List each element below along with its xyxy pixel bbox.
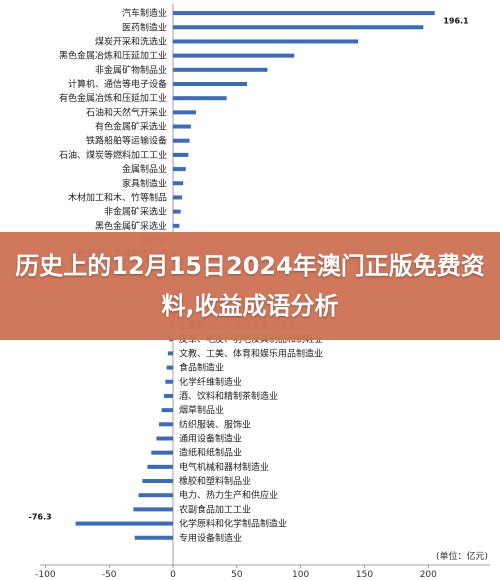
category-label: 造纸和纸制品业 xyxy=(179,447,242,459)
bar xyxy=(138,493,173,498)
bar xyxy=(147,464,173,469)
category-label: 黑色金属冶炼和压延加工业 xyxy=(59,50,167,62)
category-label: 烟草制品业 xyxy=(179,404,224,416)
bar xyxy=(158,422,173,427)
bar xyxy=(173,96,227,101)
category-label: 木材加工和木、竹等制品 xyxy=(68,191,167,203)
category-label: 家具制造业 xyxy=(122,177,167,189)
bar xyxy=(173,53,295,58)
category-label: 医药制造业 xyxy=(122,21,167,33)
category-label: 汽车制造业 xyxy=(122,7,167,19)
category-label: 纺织服装、服饰业 xyxy=(179,418,251,430)
bar xyxy=(173,67,268,72)
category-label: 石油、煤炭等燃料加工工业 xyxy=(59,149,167,161)
bar xyxy=(156,436,173,441)
bar xyxy=(173,110,196,115)
category-label: 化学纤维制造业 xyxy=(179,376,242,388)
bar xyxy=(167,351,173,356)
x-tick-label: 100 xyxy=(292,570,309,580)
category-label: 农副食品加工工业 xyxy=(179,503,251,515)
category-label: 石油和天然气开采业 xyxy=(86,106,167,118)
category-label: 黑色金属矿采选业 xyxy=(95,220,167,232)
bar xyxy=(173,11,435,16)
category-label: 橡胶和塑料制品业 xyxy=(179,475,251,487)
category-label: 通用设备制造业 xyxy=(179,432,242,444)
category-label: 金属制品业 xyxy=(122,163,167,175)
bar xyxy=(75,521,173,526)
category-label: 酒、饮料和精制茶制造业 xyxy=(179,390,278,402)
x-tick-label: 200 xyxy=(420,570,437,580)
bar xyxy=(173,223,180,228)
category-label: 铁路船舶等运输设备 xyxy=(86,135,167,147)
x-tick-label: -50 xyxy=(102,570,117,580)
bar xyxy=(173,167,186,172)
category-label: 非金属矿采选业 xyxy=(104,206,167,218)
category-label: 化学原料和化学制品制造业 xyxy=(179,518,287,530)
bar xyxy=(173,124,191,129)
category-label: 有色金属冶炼和压延加工业 xyxy=(59,92,167,104)
bar xyxy=(134,535,173,540)
bar xyxy=(133,507,173,512)
category-label: 煤炭开采和洗选业 xyxy=(95,35,167,47)
category-label: 专用设备制造业 xyxy=(179,532,242,544)
banner-title: 历史上的12月15日2024年澳门正版免费资料,收益成语分析 xyxy=(15,252,485,320)
category-label: 食品制造业 xyxy=(179,362,224,374)
bar xyxy=(173,195,182,200)
bar xyxy=(161,408,173,413)
category-label: 文教、工美、体育和娱乐用品制造业 xyxy=(179,347,323,359)
bar xyxy=(151,450,173,455)
x-tick-label: -100 xyxy=(35,570,56,580)
data-label: 196.1 xyxy=(443,16,469,25)
bar xyxy=(164,393,173,398)
bar xyxy=(173,152,189,157)
bar xyxy=(173,209,181,214)
unit-label: (单位：亿元) xyxy=(436,550,488,562)
category-label: 电力、热力生产和供应业 xyxy=(179,489,278,501)
bar xyxy=(165,379,173,384)
bar xyxy=(142,479,173,484)
bar xyxy=(173,138,190,143)
bar xyxy=(173,181,184,186)
bar xyxy=(173,25,424,30)
x-tick-label: 150 xyxy=(356,570,373,580)
overlay-banner: 历史上的12月15日2024年澳门正版免费资料,收益成语分析 xyxy=(0,232,500,340)
bar xyxy=(173,81,248,86)
bar xyxy=(166,365,173,370)
category-label: 电气机械和器材制造业 xyxy=(179,461,269,473)
x-tick-label: 50 xyxy=(231,570,243,580)
data-label: -76.3 xyxy=(29,513,52,522)
bar xyxy=(173,39,359,44)
category-label: 有色金属矿采选业 xyxy=(95,121,167,133)
x-tick-label: 0 xyxy=(170,570,176,580)
category-label: 计算机、通信等电子设备 xyxy=(68,78,167,90)
category-label: 非金属矿物制品业 xyxy=(95,64,167,76)
